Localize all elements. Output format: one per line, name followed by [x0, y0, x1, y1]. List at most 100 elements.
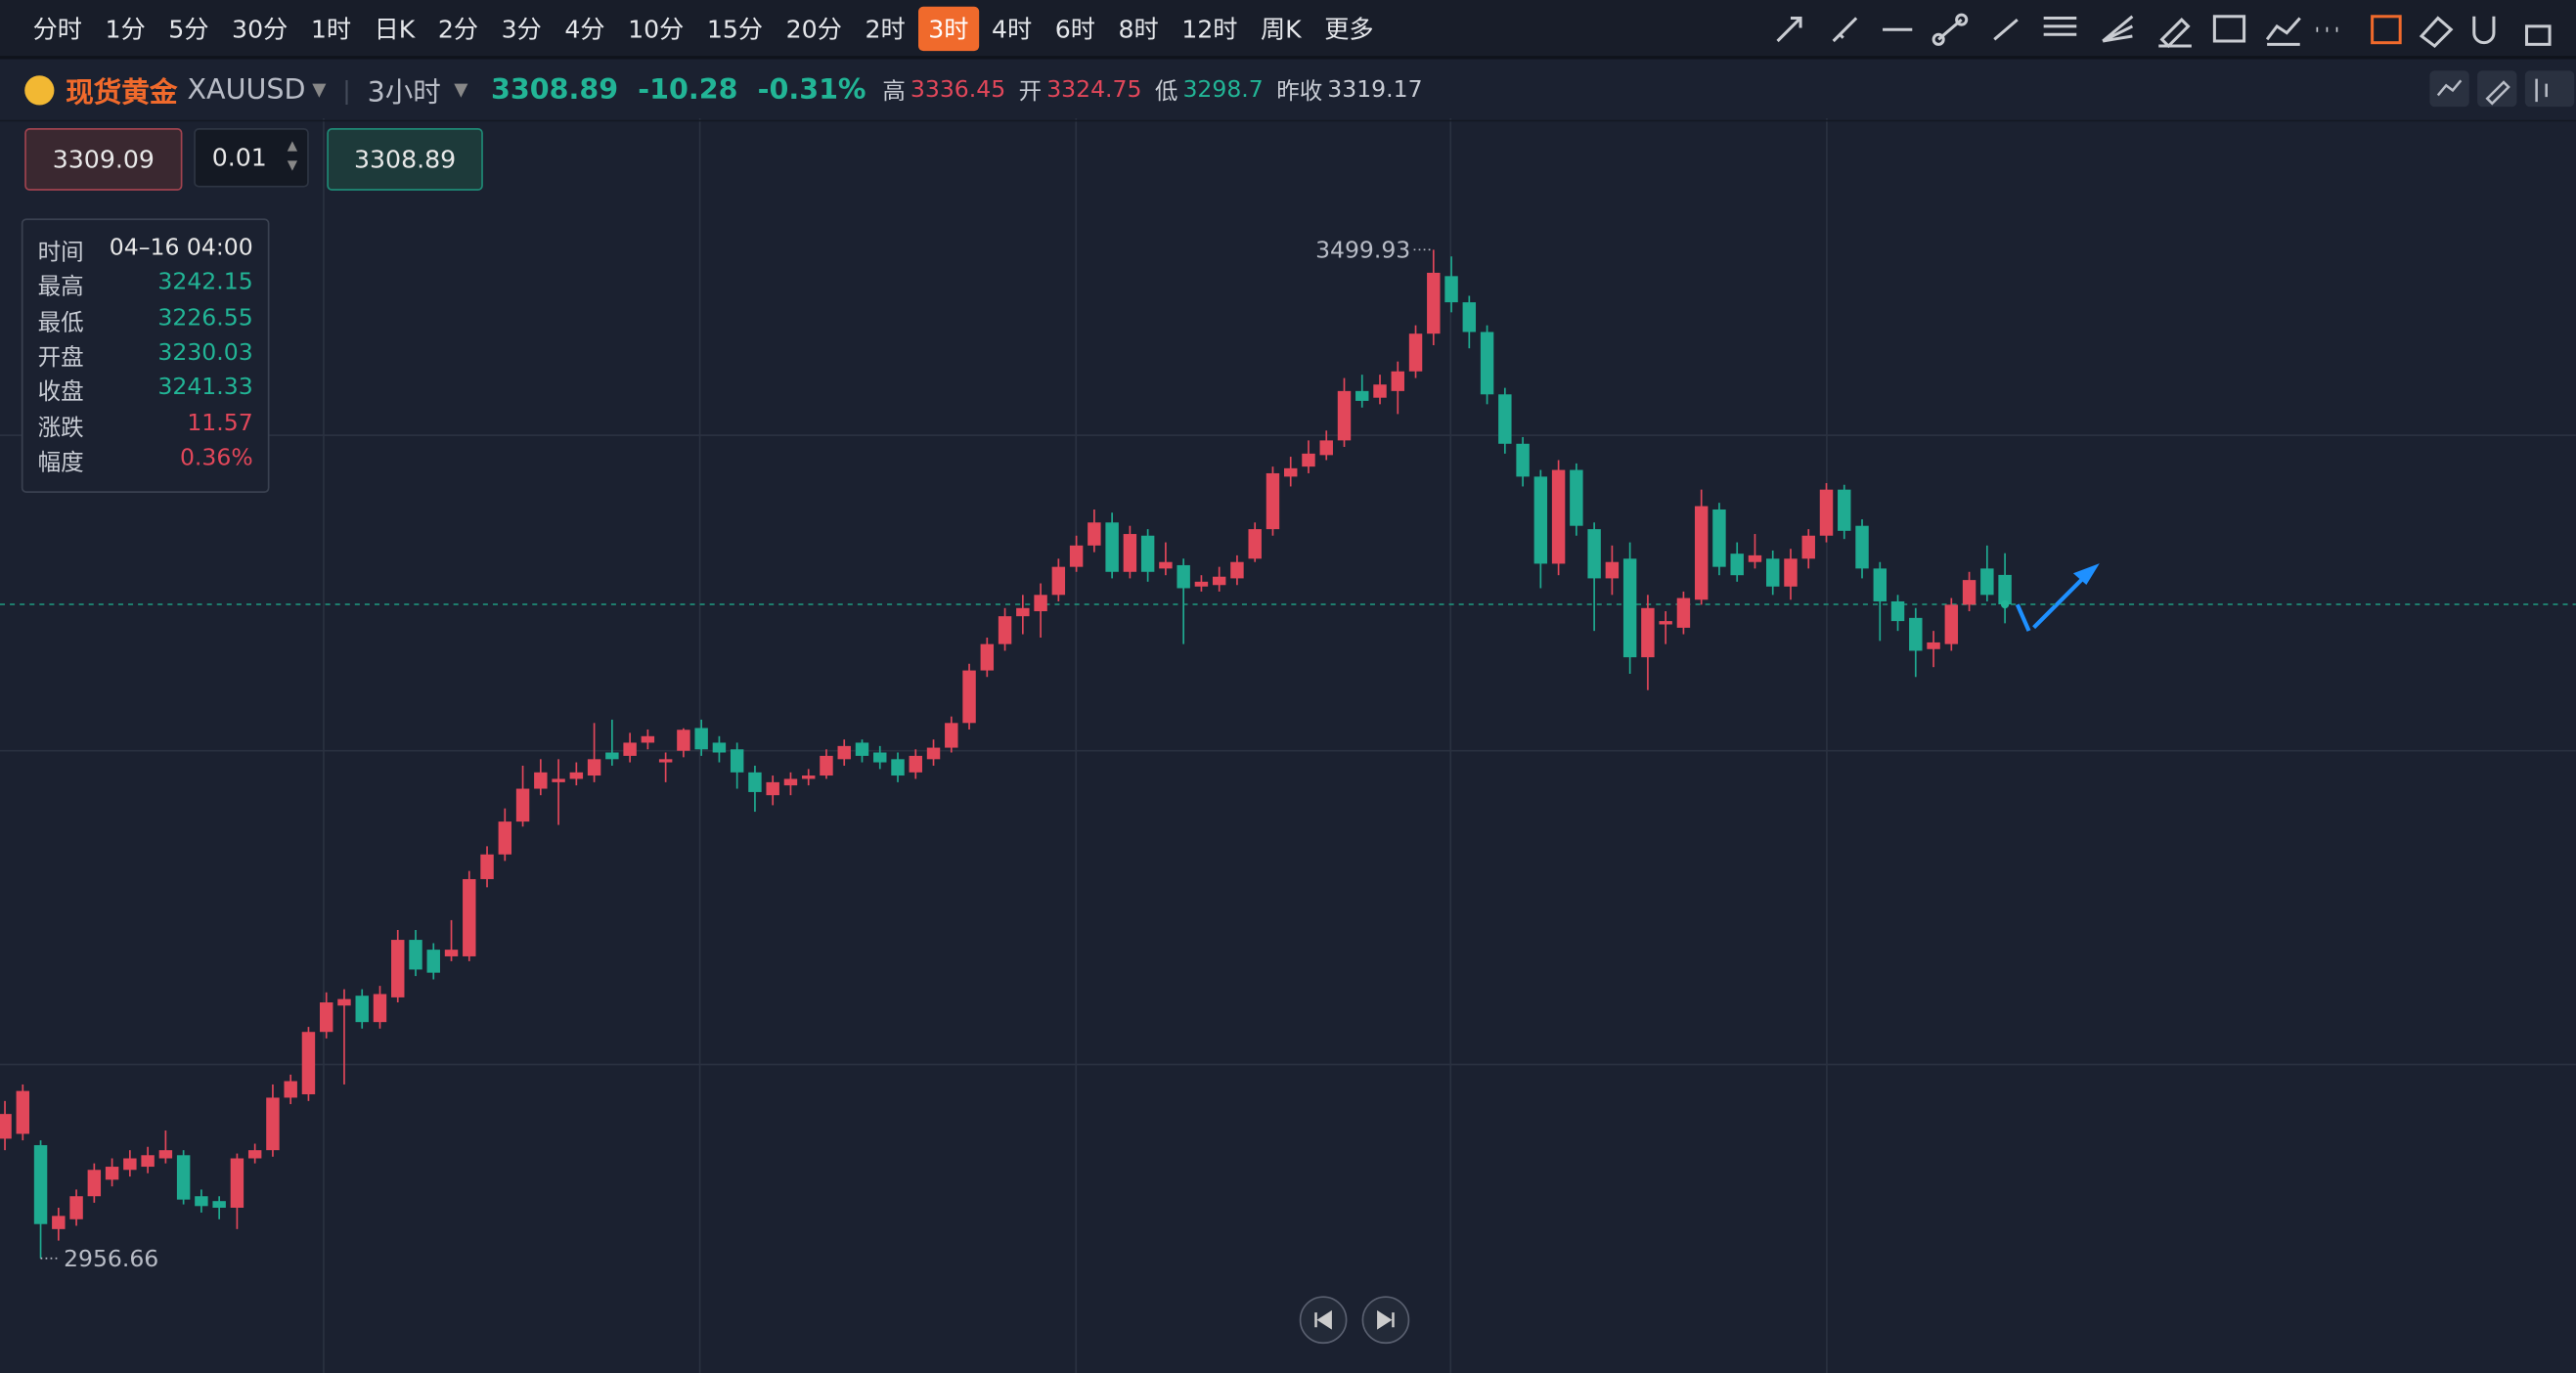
- tool-magnet[interactable]: [2472, 16, 2496, 45]
- interval-button[interactable]: 更多: [1324, 14, 1374, 44]
- qty-input[interactable]: 0.01 ▲ ▼: [194, 128, 309, 188]
- candle-body: [1890, 600, 1905, 622]
- candle-body: [426, 950, 440, 973]
- candle-body: [855, 742, 869, 756]
- interval-button[interactable]: 1分: [105, 14, 146, 44]
- interval-button[interactable]: 1时: [310, 14, 352, 44]
- candle-body: [962, 670, 976, 724]
- interval-button[interactable]: 5分: [168, 14, 209, 44]
- tooltip-value: 3241.33: [157, 375, 253, 402]
- toolbar: 分时 1分 5分 30分 1时 日K 2分 3分 4分 10分 15分 20分 2时 3时 4时 6时 8时 12…: [0, 0, 2576, 60]
- stat-label: 开: [1018, 77, 1043, 105]
- interval-select[interactable]: 3小时: [367, 76, 441, 111]
- interval-button[interactable]: 分时: [32, 14, 83, 44]
- interval-button[interactable]: 20分: [785, 14, 842, 44]
- tooltip-label: 开盘: [37, 344, 84, 372]
- candle-body: [284, 1081, 297, 1098]
- scroll-next[interactable]: [1361, 1296, 1410, 1345]
- tool-ray[interactable]: [1832, 17, 1858, 43]
- candle-body: [480, 854, 494, 879]
- icon: [1314, 1309, 1332, 1330]
- candle-body: [337, 998, 351, 1006]
- candle-body: [1069, 545, 1084, 567]
- candle-body: [820, 755, 833, 776]
- interval-button[interactable]: 日K: [374, 14, 416, 44]
- interval-button[interactable]: 4分: [564, 14, 605, 44]
- tooltip-label: 最高: [37, 275, 84, 301]
- drawing-arrow-head: [2072, 563, 2100, 586]
- gold-icon: [24, 74, 55, 105]
- tool-eraser[interactable]: [2419, 16, 2454, 49]
- candle-body: [998, 616, 1012, 644]
- candle-body: [87, 1170, 102, 1197]
- spinner[interactable]: ▲ ▼: [287, 138, 298, 173]
- interval-button[interactable]: 15分: [706, 14, 764, 44]
- tool-image[interactable]: [2212, 15, 2246, 43]
- btn-bg[interactable]: [2524, 70, 2575, 108]
- btn-icon: [2436, 79, 2463, 97]
- candle-body: [1927, 642, 1940, 649]
- candle-body: [498, 821, 512, 855]
- interval-button[interactable]: 8时: [1118, 14, 1159, 44]
- candle-body: [195, 1196, 208, 1207]
- tool-trend[interactable]: [1993, 19, 2019, 41]
- interval-button[interactable]: 2分: [437, 14, 479, 44]
- candle-body: [1408, 333, 1423, 372]
- sell-price: 3309.09: [52, 144, 155, 175]
- dropdown-caret[interactable]: ▼: [454, 78, 468, 101]
- candle-body: [1605, 561, 1620, 579]
- interval-button[interactable]: 3分: [501, 14, 542, 44]
- ohlc-tooltip: 时间 04–16 04:00 最高 3242.15 最低 3226.55 开盘 3230.03…: [21, 218, 270, 493]
- candle-body: [623, 742, 637, 756]
- candle-body: [1462, 302, 1477, 332]
- price-change-pct: -0.31%: [757, 72, 866, 107]
- candle-body: [1587, 529, 1601, 579]
- interval-button[interactable]: 30分: [232, 14, 289, 44]
- divider: |: [342, 74, 351, 105]
- candle-body: [463, 878, 476, 956]
- scroll-prev[interactable]: [1299, 1296, 1348, 1345]
- interval-button[interactable]: 12时: [1181, 14, 1238, 44]
- symbol-name: 现货黄金: [66, 76, 178, 111]
- tooltip-value: 3226.55: [157, 304, 253, 332]
- candle-body: [1998, 574, 2012, 605]
- tool-fan[interactable]: [2102, 15, 2134, 43]
- interval-button[interactable]: 周K: [1260, 14, 1302, 44]
- tool-lock[interactable]: [2525, 24, 2552, 46]
- dropdown-caret[interactable]: ▼: [312, 78, 327, 101]
- candle-body: [783, 778, 798, 786]
- stat-value: 3324.75: [1046, 76, 1142, 103]
- candle-body: [1088, 522, 1101, 546]
- candle-body: [1641, 607, 1655, 658]
- candle-body: [587, 759, 601, 776]
- stat-label: 低: [1154, 77, 1178, 105]
- tool-indicator[interactable]: [2265, 17, 2301, 46]
- candle-body: [1373, 384, 1387, 398]
- interval-button[interactable]: 10分: [628, 14, 685, 44]
- candle-body: [569, 772, 584, 779]
- tooltip-row: 最低 3226.55: [38, 305, 253, 339]
- candle-body: [1873, 568, 1887, 601]
- tool-arrow[interactable]: [1776, 16, 1802, 43]
- buy-button[interactable]: 3308.89: [327, 128, 483, 191]
- interval-button[interactable]: 3时: [918, 5, 979, 51]
- tool-brush[interactable]: [2158, 18, 2192, 49]
- interval-button[interactable]: 4时: [991, 14, 1033, 44]
- candle-body: [1159, 561, 1173, 569]
- symbol-code[interactable]: XAUUSD: [187, 72, 306, 107]
- tool-edit[interactable]: [2371, 15, 2402, 45]
- candle-body: [766, 781, 779, 796]
- sell-button[interactable]: 3309.09: [24, 128, 183, 191]
- candle-body: [1801, 535, 1815, 559]
- tool-fib[interactable]: [2043, 16, 2077, 36]
- candle-body: [105, 1167, 119, 1180]
- candle-body: [552, 778, 565, 782]
- btn-icon: [2535, 78, 2548, 103]
- candle-body: [1766, 558, 1780, 587]
- tooltip-label: 涨跌: [37, 415, 84, 442]
- interval-button[interactable]: 2时: [865, 14, 906, 44]
- interval-button[interactable]: 6时: [1054, 14, 1095, 44]
- candle-body: [658, 759, 673, 763]
- symbol-header: 现货黄金 XAUUSD ▼ | 3小时 ▼ 3308.89 -10.28 -0.…: [0, 59, 2576, 122]
- candle-body: [247, 1150, 262, 1159]
